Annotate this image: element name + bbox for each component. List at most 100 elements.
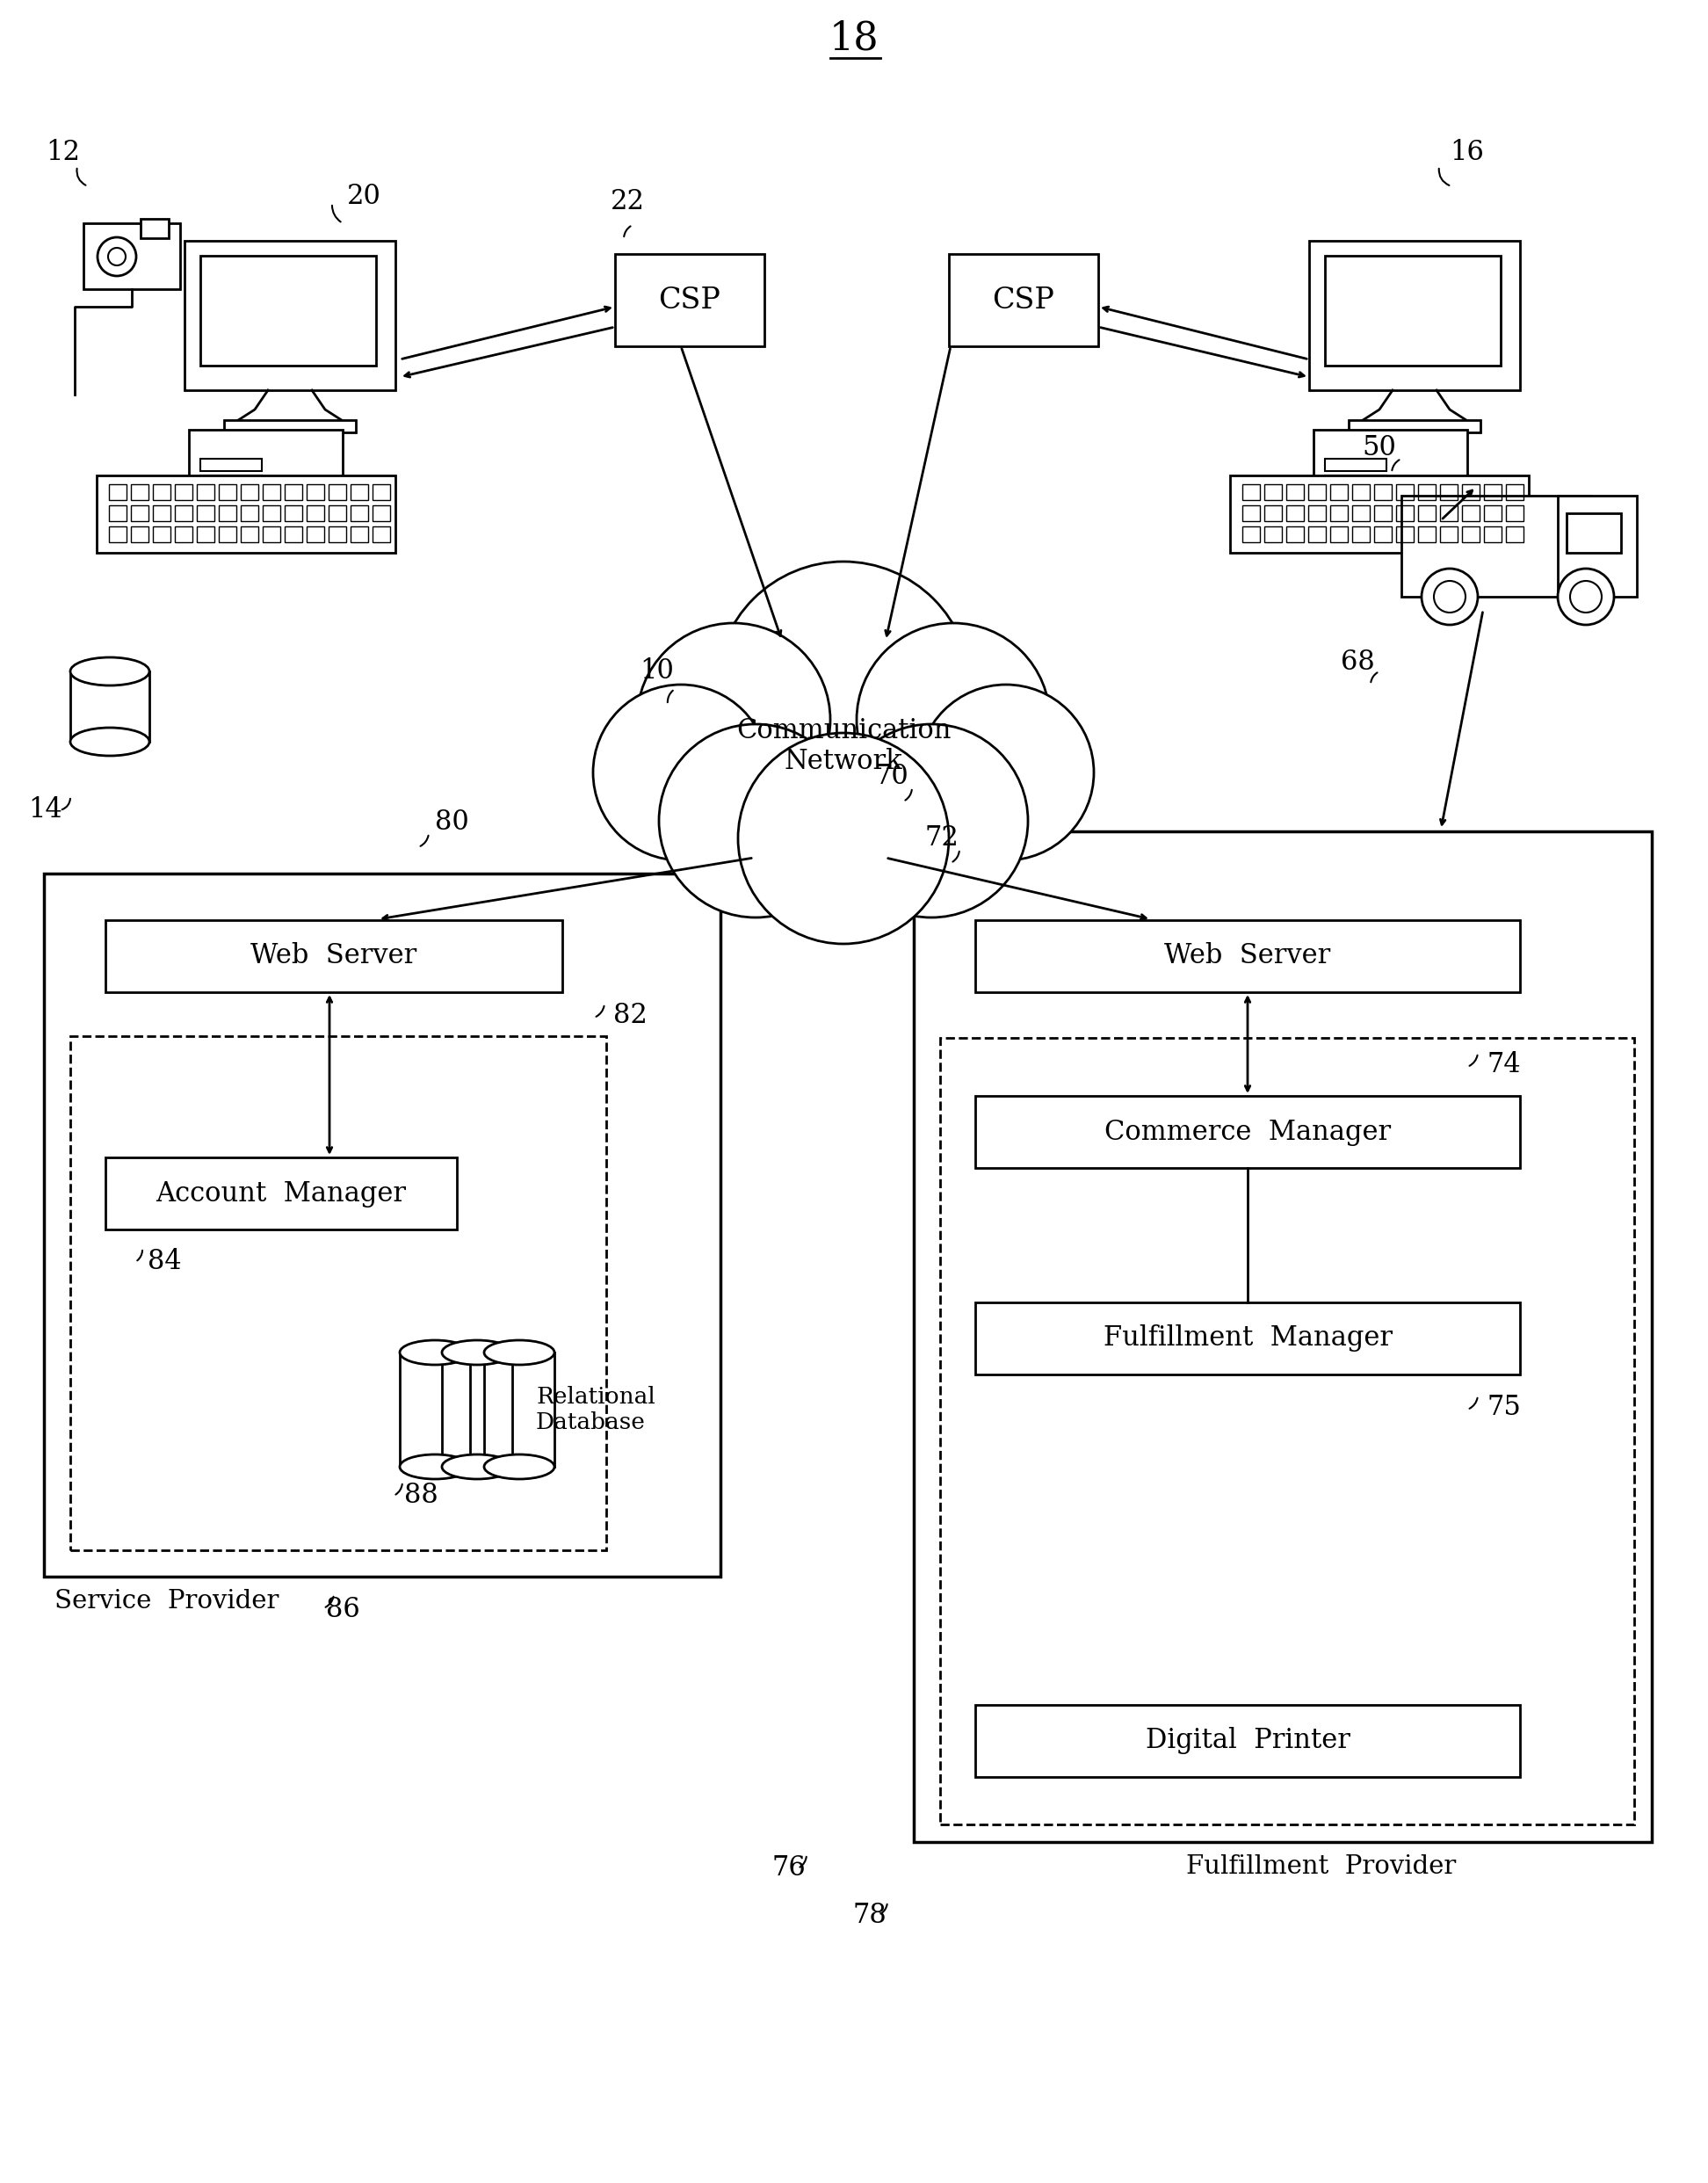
- Bar: [184, 240, 395, 391]
- Bar: [1506, 526, 1524, 541]
- Ellipse shape: [70, 657, 149, 685]
- Bar: [174, 485, 193, 500]
- Bar: [1264, 526, 1283, 541]
- Bar: [285, 485, 302, 500]
- Bar: [1331, 526, 1348, 541]
- Bar: [1462, 504, 1479, 522]
- Bar: [140, 218, 169, 238]
- Bar: [1484, 485, 1501, 500]
- Bar: [1325, 255, 1501, 365]
- Bar: [132, 504, 149, 522]
- Text: 16: 16: [1450, 140, 1484, 166]
- Bar: [1349, 419, 1481, 432]
- Bar: [263, 526, 280, 541]
- Bar: [44, 873, 721, 1576]
- Bar: [914, 832, 1652, 1842]
- Bar: [1484, 504, 1501, 522]
- Bar: [200, 458, 261, 472]
- Bar: [1286, 504, 1303, 522]
- Ellipse shape: [70, 727, 149, 755]
- Circle shape: [659, 725, 852, 917]
- Bar: [70, 1037, 606, 1550]
- Bar: [285, 504, 302, 522]
- Ellipse shape: [483, 1340, 555, 1364]
- Text: Communication
Network: Communication Network: [736, 716, 951, 775]
- Bar: [190, 430, 343, 522]
- Text: 18: 18: [828, 20, 880, 57]
- Circle shape: [716, 561, 970, 816]
- Text: 88: 88: [405, 1482, 439, 1508]
- Bar: [200, 476, 261, 491]
- Bar: [219, 526, 236, 541]
- Bar: [1558, 496, 1636, 596]
- Bar: [196, 485, 215, 500]
- Bar: [154, 504, 171, 522]
- Bar: [224, 419, 355, 432]
- Bar: [1566, 513, 1621, 552]
- Bar: [1395, 526, 1414, 541]
- Bar: [975, 1705, 1520, 1777]
- Bar: [307, 526, 325, 541]
- Bar: [1242, 485, 1261, 500]
- Bar: [975, 1303, 1520, 1375]
- Bar: [132, 526, 149, 541]
- Text: 76: 76: [772, 1856, 806, 1882]
- Text: Commerce  Manager: Commerce Manager: [1105, 1118, 1390, 1146]
- Text: 68: 68: [1341, 648, 1375, 677]
- Bar: [109, 485, 126, 500]
- Bar: [1313, 430, 1467, 522]
- Text: CSP: CSP: [659, 286, 721, 314]
- Bar: [939, 1037, 1635, 1825]
- Bar: [328, 485, 347, 500]
- Bar: [1418, 504, 1436, 522]
- Bar: [1506, 485, 1524, 500]
- Bar: [950, 253, 1098, 347]
- Text: Digital  Printer: Digital Printer: [1146, 1727, 1349, 1755]
- Bar: [1331, 485, 1348, 500]
- Text: 14: 14: [29, 797, 63, 823]
- Circle shape: [637, 622, 830, 816]
- Bar: [263, 504, 280, 522]
- Bar: [241, 485, 258, 500]
- Text: 84: 84: [147, 1249, 181, 1275]
- Bar: [109, 504, 126, 522]
- Bar: [154, 526, 171, 541]
- Text: 86: 86: [326, 1596, 360, 1624]
- Text: Relational
Database: Relational Database: [536, 1386, 656, 1434]
- Bar: [1462, 526, 1479, 541]
- Ellipse shape: [483, 1454, 555, 1480]
- Text: 50: 50: [1363, 434, 1397, 461]
- Bar: [200, 496, 261, 511]
- Text: Account  Manager: Account Manager: [155, 1179, 407, 1207]
- Bar: [1325, 458, 1387, 472]
- Bar: [1375, 504, 1392, 522]
- Ellipse shape: [400, 1340, 470, 1364]
- Bar: [200, 255, 376, 365]
- Bar: [1418, 526, 1436, 541]
- Bar: [1308, 526, 1325, 541]
- Circle shape: [738, 733, 950, 943]
- Bar: [328, 526, 347, 541]
- Circle shape: [97, 238, 137, 275]
- Bar: [975, 919, 1520, 993]
- Bar: [975, 1096, 1520, 1168]
- Bar: [219, 504, 236, 522]
- Bar: [174, 526, 193, 541]
- Ellipse shape: [442, 1454, 512, 1480]
- Bar: [372, 504, 389, 522]
- Text: CSP: CSP: [992, 286, 1056, 314]
- Text: Web  Server: Web Server: [251, 943, 417, 969]
- Circle shape: [1421, 568, 1477, 624]
- Ellipse shape: [400, 1454, 470, 1480]
- Circle shape: [593, 685, 769, 860]
- Circle shape: [857, 622, 1050, 816]
- Bar: [350, 526, 369, 541]
- Text: 12: 12: [46, 140, 80, 166]
- Text: 10: 10: [640, 657, 675, 685]
- Bar: [1264, 504, 1283, 522]
- Bar: [1242, 526, 1261, 541]
- Text: 78: 78: [852, 1901, 886, 1928]
- Bar: [1230, 476, 1529, 552]
- Bar: [1286, 485, 1303, 500]
- Text: 22: 22: [611, 188, 646, 214]
